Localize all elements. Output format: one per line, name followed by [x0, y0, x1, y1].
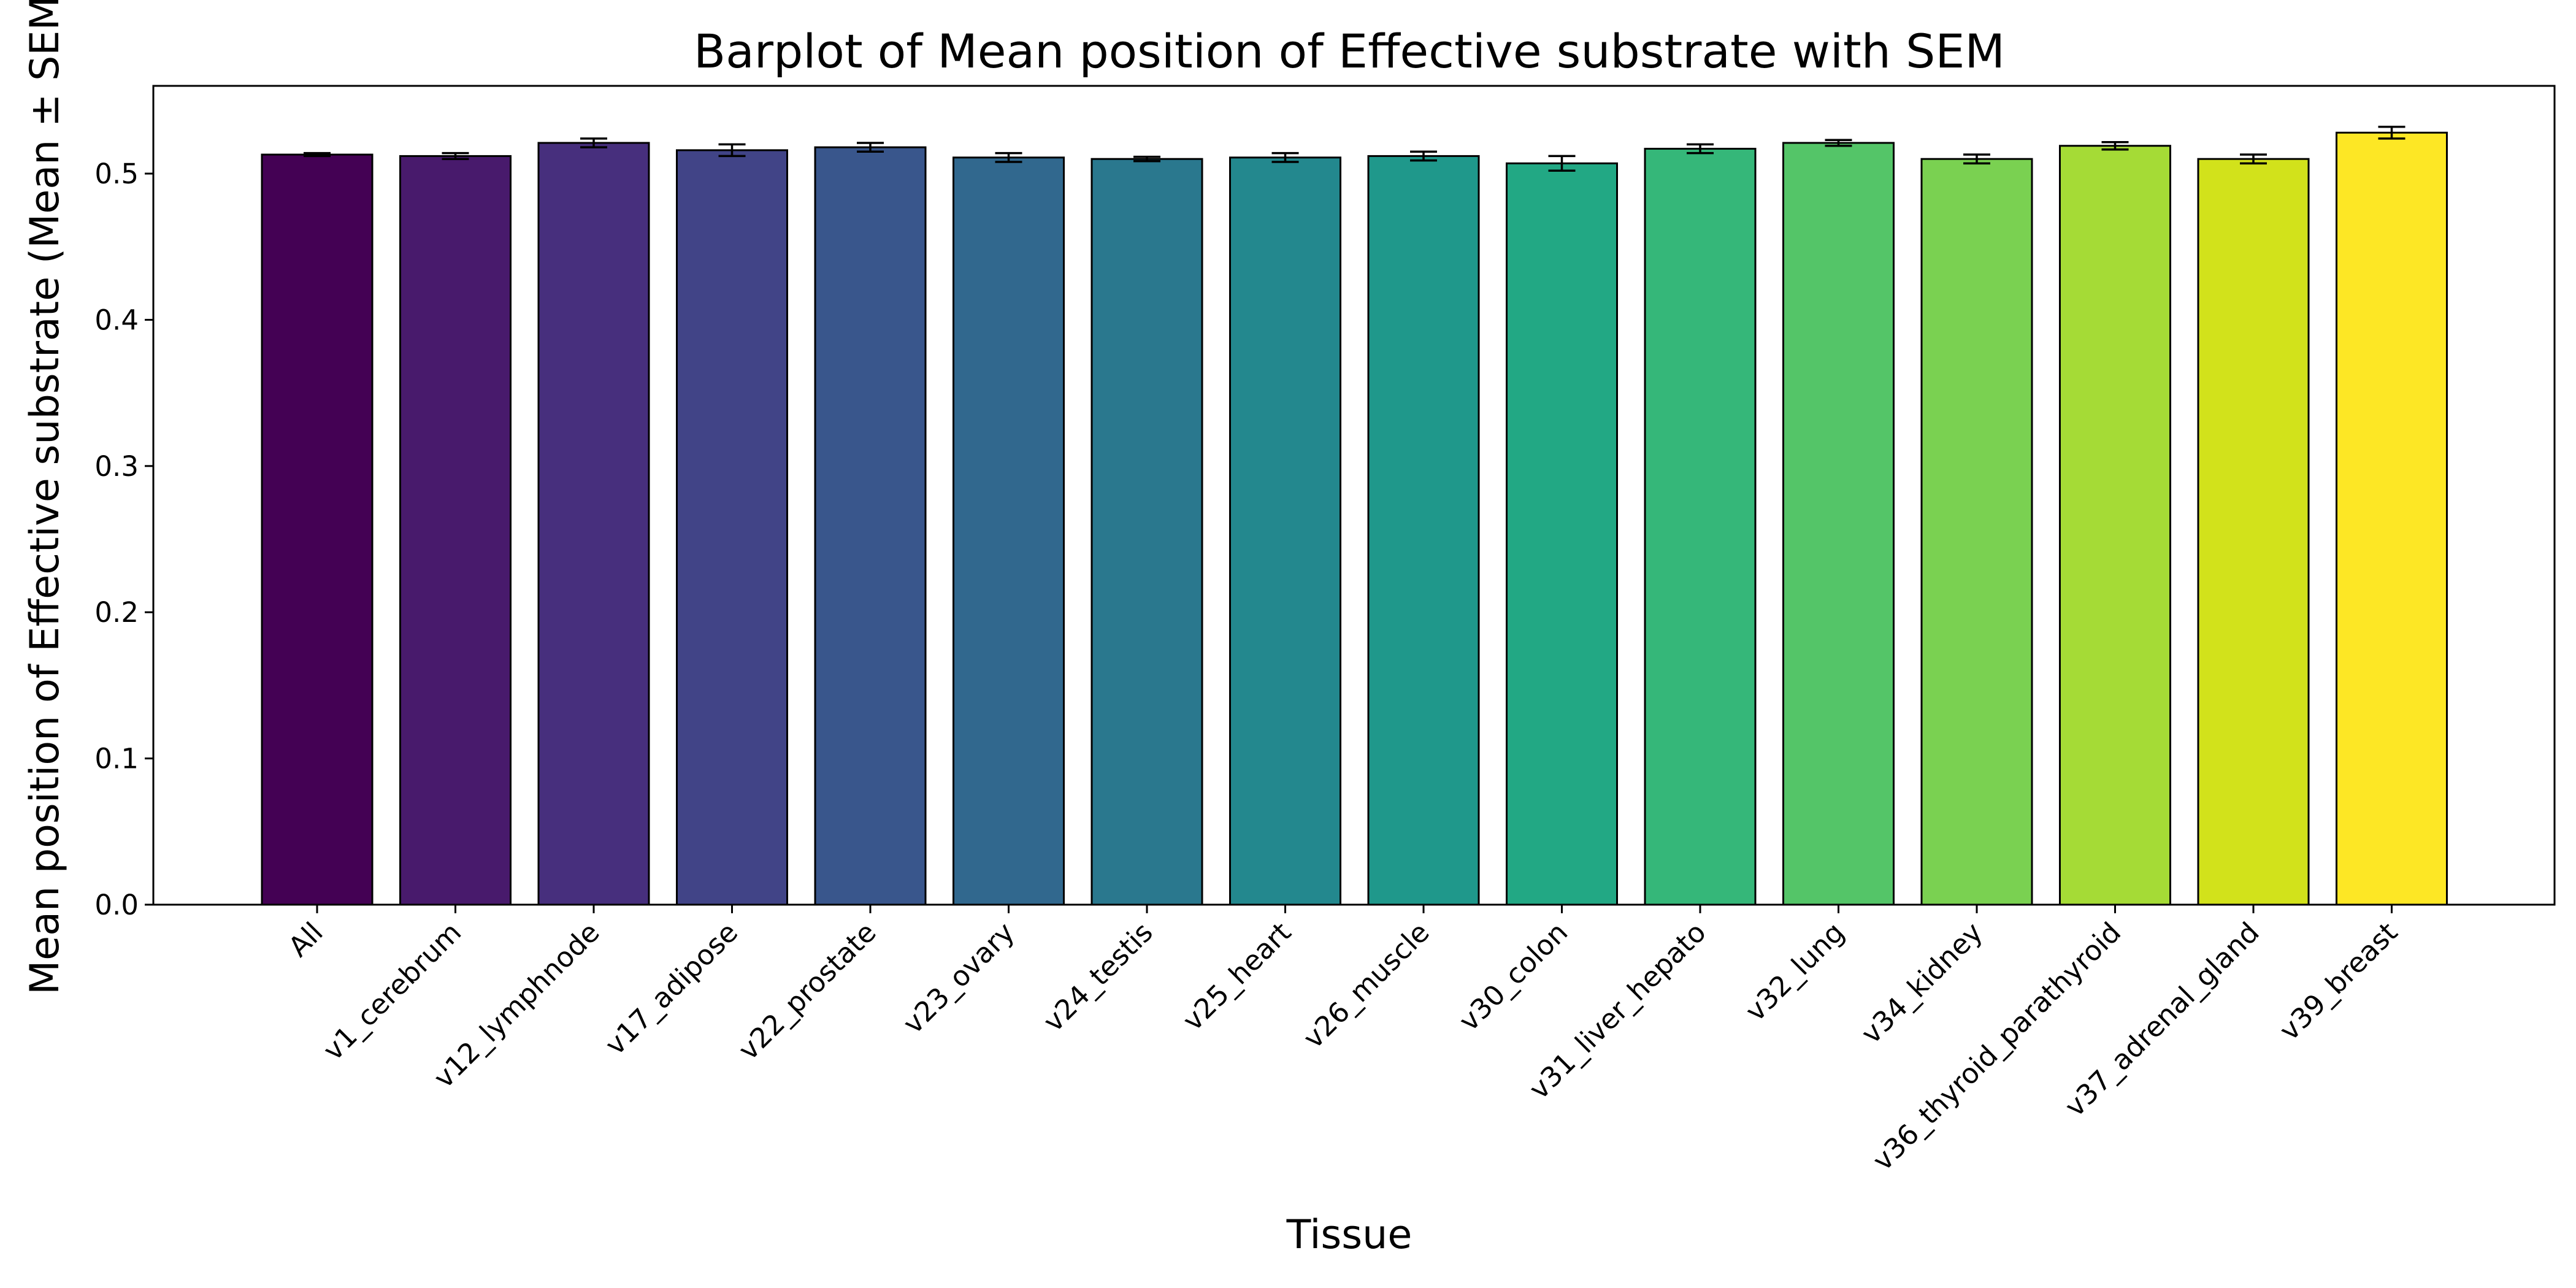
error-bar-v24_testis	[1133, 155, 1160, 163]
x-axis-label: Tissue	[1286, 1212, 1413, 1258]
error-bar-v37_adrenal_gland	[2240, 153, 2267, 165]
y-tick-label: 0.0	[94, 889, 139, 921]
plot-frame	[152, 85, 2556, 906]
error-bar-v23_ovary	[995, 151, 1022, 163]
error-bar-v22_prostate	[857, 142, 884, 153]
bar-v22_prostate	[814, 146, 927, 906]
error-bar-v32_lung	[1825, 139, 1852, 147]
y-tick-label: 0.3	[94, 450, 139, 483]
bar-All	[261, 153, 374, 906]
bar-v32_lung	[1782, 142, 1895, 906]
x-tick-label: v36_thyroid_parathyroid	[1866, 916, 2128, 1177]
x-tick-label: v39_breast	[2273, 916, 2404, 1046]
bar-v37_adrenal_gland	[2197, 158, 2310, 906]
y-tick-label: 0.1	[94, 743, 139, 775]
y-axis-ticks: 0.0 0.1 0.2 0.3 0.4 0.5	[94, 158, 153, 921]
error-bar-v25_heart	[1271, 151, 1299, 163]
x-axis-ticks: Allv1_cerebrumv12_lymphnodev17_adiposev2…	[282, 905, 2404, 1177]
bar-v30_colon	[1506, 162, 1618, 906]
y-tick-label: 0.4	[94, 304, 139, 336]
bar-v34_kidney	[1920, 158, 2033, 906]
bar-v31_liver_hepato	[1644, 148, 1757, 906]
x-tick-label: v26_muscle	[1297, 916, 1435, 1054]
x-tick-label: v23_ovary	[897, 916, 1021, 1040]
error-bar-v17_adipose	[718, 143, 746, 158]
error-bar-v36_thyroid_parathyroid	[2101, 141, 2129, 151]
error-bar-v30_colon	[1548, 155, 1576, 172]
x-tick-label: v34_kidney	[1855, 916, 1989, 1050]
error-bar-v1_cerebrum	[442, 151, 469, 160]
error-bar-All	[304, 151, 331, 158]
bar-v24_testis	[1091, 158, 1203, 906]
y-axis-label: Mean position of Effective substrate (Me…	[22, 0, 68, 995]
error-bar-v26_muscle	[1410, 150, 1437, 162]
bar-v26_muscle	[1367, 155, 1480, 906]
bars-group	[261, 131, 2448, 906]
error-bar-v34_kidney	[1963, 153, 1990, 165]
error-bar-v39_breast	[2378, 126, 2405, 140]
y-tick-label: 0.2	[94, 596, 139, 629]
bar-v12_lymphnode	[537, 142, 650, 906]
x-tick-label: All	[282, 916, 329, 963]
x-tick-label: v17_adipose	[599, 916, 744, 1061]
x-tick-label: v1_cerebrum	[316, 916, 467, 1067]
error-bar-v31_liver_hepato	[1687, 143, 1714, 155]
bar-v25_heart	[1229, 156, 1341, 906]
x-tick-label: v25_heart	[1176, 916, 1298, 1037]
bar-v23_ovary	[953, 156, 1065, 906]
chart-title: Barplot of Mean position of Effective su…	[694, 24, 2005, 79]
bar-v39_breast	[2336, 131, 2448, 906]
bar-v36_thyroid_parathyroid	[2059, 145, 2171, 906]
y-tick-label: 0.5	[94, 158, 139, 190]
error-bar-v12_lymphnode	[580, 137, 607, 148]
x-tick-label: v30_colon	[1452, 916, 1574, 1037]
x-tick-label: v24_testis	[1037, 916, 1159, 1038]
bar-v17_adipose	[676, 149, 788, 906]
x-tick-label: v22_prostate	[732, 916, 882, 1066]
error-bars-group	[304, 126, 2405, 172]
x-tick-label: v32_lung	[1739, 916, 1850, 1027]
bar-v1_cerebrum	[399, 155, 512, 906]
